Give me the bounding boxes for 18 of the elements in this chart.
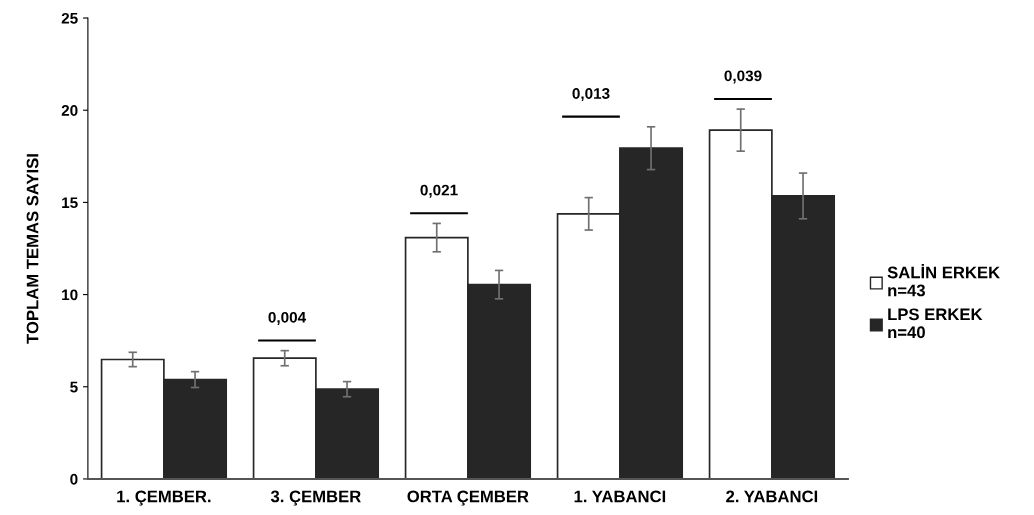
y-tick-label: 15 xyxy=(62,197,78,209)
annotation: 0,013 xyxy=(572,88,610,102)
y-tick-label: 0 xyxy=(70,473,78,485)
x-tick-label: 1. YABANCI xyxy=(574,490,666,503)
y-tick-label: 5 xyxy=(70,381,78,393)
legend-label: SALİN ERKEK n=43 xyxy=(887,263,1000,297)
annotation: 0,021 xyxy=(420,184,458,198)
x-tick-label: ORTA ÇEMBER xyxy=(407,490,529,506)
x-tick-label: 3. ÇEMBER xyxy=(270,490,361,506)
y-tick-label: 10 xyxy=(62,289,78,301)
x-tick-label: 2. YABANCI xyxy=(726,490,818,503)
annotation: 0,004 xyxy=(268,311,307,325)
legend-label: LPS ERKEK n=40 xyxy=(888,308,983,339)
y-tick-label: 20 xyxy=(61,105,78,116)
y-tick-label: 25 xyxy=(61,12,78,24)
y-axis-title: TOPLAM TEMAS SAYISI xyxy=(26,154,39,344)
x-tick-label: 1. ÇEMBER. xyxy=(117,490,211,506)
annotation: 0,039 xyxy=(724,70,762,84)
